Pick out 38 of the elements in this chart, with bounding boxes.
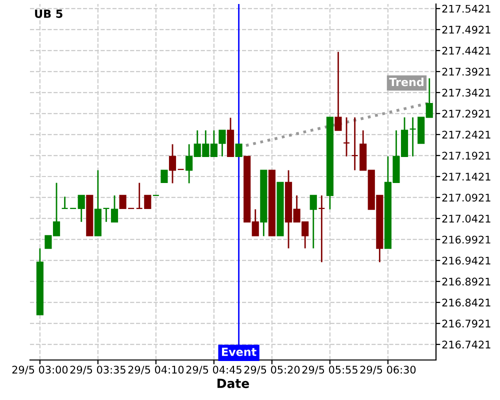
y-tick-label: 217.2421 — [442, 130, 490, 138]
candlestick — [160, 170, 168, 183]
x-tick-label: 29/5 05:20 — [244, 366, 300, 374]
x-tick-label: 29/5 03:35 — [70, 366, 126, 374]
x-tick-label: 29/5 03:00 — [12, 366, 68, 374]
candlestick — [168, 144, 176, 184]
y-tick-label: 216.8921 — [442, 278, 490, 286]
x-tick-label: 29/5 04:45 — [186, 366, 242, 374]
candlestick — [78, 194, 85, 223]
candlestick — [318, 194, 326, 263]
y-tick-label: 217.5421 — [442, 4, 490, 13]
y-tick-label: 217.4421 — [442, 46, 490, 55]
candlestick — [110, 194, 118, 223]
chart-title: UB 5 — [35, 10, 62, 18]
y-tick-label: 216.7421 — [442, 340, 490, 349]
candlestick — [342, 116, 350, 158]
ref-line-label: Event — [222, 348, 256, 356]
y-tick-label: 217.4921 — [442, 26, 490, 34]
x-axis-title: Date — [218, 378, 250, 388]
x-tick-label: 29/5 04:10 — [128, 366, 184, 374]
candlestick — [334, 51, 342, 132]
y-tick-label: 217.0921 — [442, 194, 490, 202]
x-tick-label: 29/5 06:30 — [360, 366, 416, 374]
candlestick — [61, 196, 68, 210]
candlestick — [235, 144, 242, 157]
candlestick — [310, 194, 317, 250]
y-tick-label: 217.0421 — [442, 214, 490, 223]
y-tick-label: 216.9921 — [442, 236, 490, 244]
y-tick-label: 216.9421 — [442, 256, 490, 265]
y-tick-label: 217.2921 — [442, 110, 490, 118]
series-label: Trend — [389, 78, 424, 86]
y-tick-label: 217.3921 — [442, 68, 490, 76]
x-tick-label: 29/5 05:55 — [302, 366, 358, 374]
y-tick-label: 216.7921 — [442, 320, 490, 328]
y-tick-label: 217.1921 — [442, 152, 490, 160]
y-tick-label: 216.8421 — [442, 298, 490, 307]
y-tick-label: 217.1421 — [442, 172, 490, 180]
y-tick-label: 217.3421 — [442, 88, 490, 97]
